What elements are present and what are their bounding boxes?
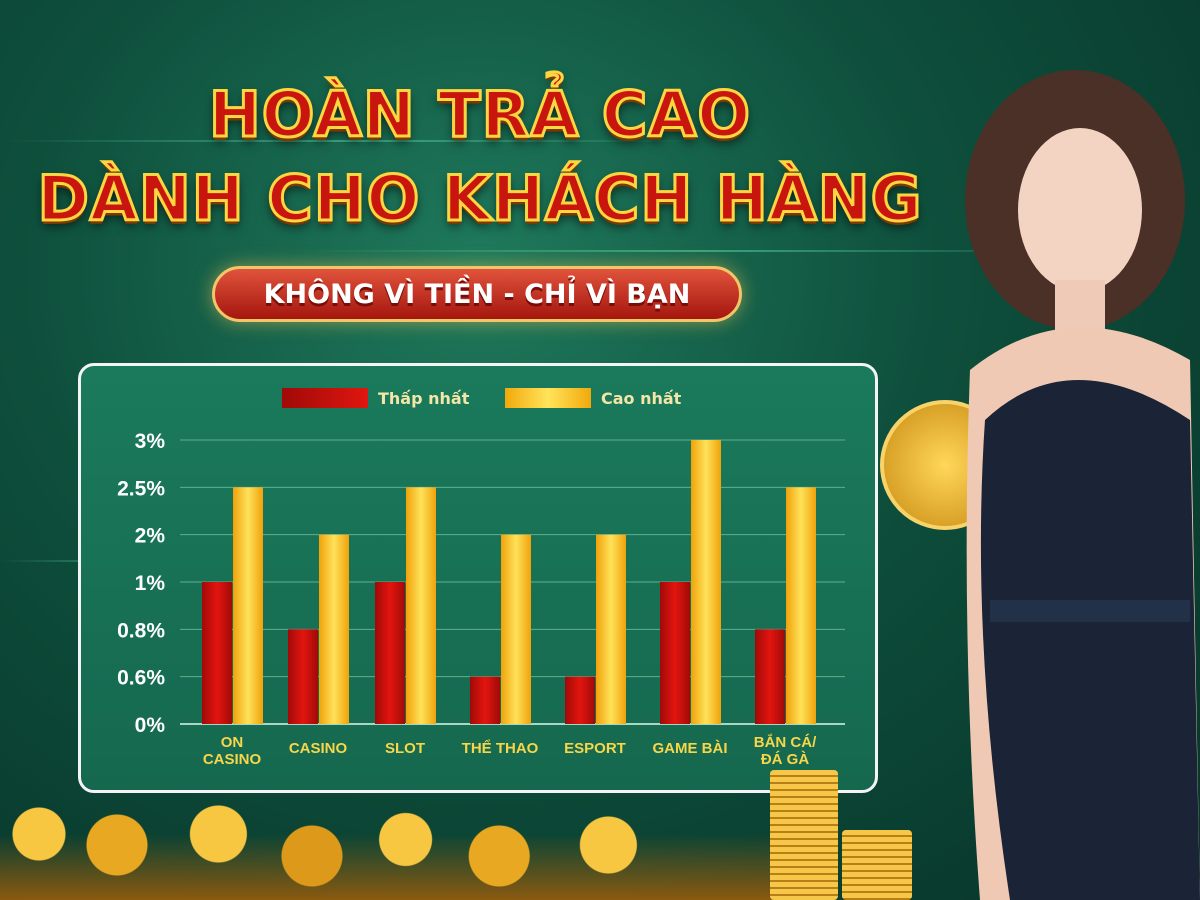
bar-high (233, 487, 263, 724)
bar-low (660, 582, 690, 724)
y-tick-label: 3% (135, 430, 166, 453)
title-line-2: DÀNH CHO KHÁCH HÀNG (36, 161, 923, 237)
light-streak (300, 250, 1100, 252)
legend-swatch-low (282, 388, 368, 408)
bar-low (375, 582, 405, 724)
x-tick-label: CASINO (289, 740, 348, 757)
coin-stack (842, 830, 912, 900)
x-tick-label: ON CASINO (203, 734, 262, 768)
bar-low (202, 582, 232, 724)
slogan-ribbon: KHÔNG VÌ TIỀN - CHỈ VÌ BẠN (212, 266, 742, 322)
legend-swatch-high (505, 388, 591, 408)
bar-high (501, 534, 531, 724)
title-line-1: HOÀN TRẢ CAO (207, 77, 752, 153)
gold-coins-pile (0, 790, 780, 900)
y-tick-label: 0% (135, 714, 166, 737)
bar-high (596, 534, 626, 724)
model-photo (965, 70, 1200, 900)
legend-item-low: Thấp nhất (282, 388, 469, 408)
x-tick-label: THỂ THAO (462, 739, 539, 757)
y-tick-label: 1% (135, 572, 166, 595)
light-streak (0, 140, 700, 142)
x-tick-label: GAME BÀI (653, 740, 728, 757)
y-tick-label: 0.6% (117, 667, 165, 690)
x-tick-label: SLOT (385, 740, 425, 757)
bar-high (406, 487, 436, 724)
bar-low (288, 629, 318, 724)
bar-high (691, 440, 721, 724)
legend-item-high: Cao nhất (505, 388, 681, 408)
legend-label-low: Thấp nhất (378, 388, 470, 408)
bar-high (319, 534, 349, 724)
coin-stack (770, 770, 838, 900)
y-tick-label: 0.8% (117, 619, 165, 642)
bar-high (786, 487, 816, 724)
y-tick-label: 2% (135, 525, 166, 548)
y-tick-label: 2.5% (117, 477, 165, 500)
x-tick-label: ESPORT (564, 740, 626, 757)
bar-low (470, 676, 500, 724)
bar-low (755, 629, 785, 724)
x-tick-label: BẮN CÁ/ĐÁ GÀ (754, 733, 817, 768)
legend-label-high: Cao nhất (601, 388, 682, 408)
bar-low (565, 676, 595, 724)
